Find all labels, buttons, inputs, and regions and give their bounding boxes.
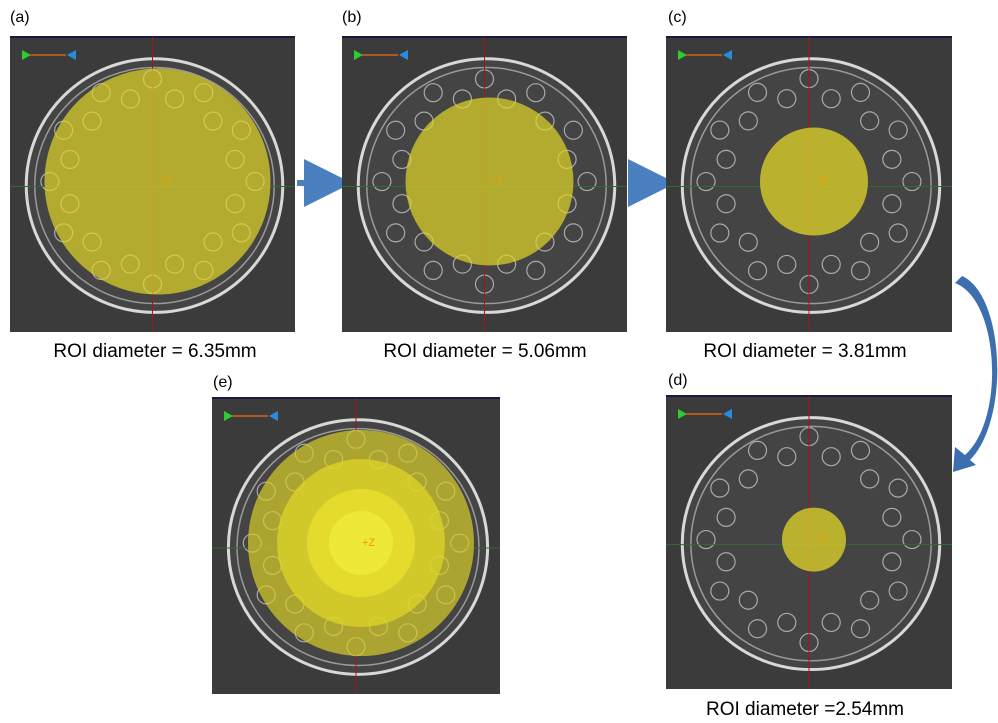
roi [782,508,846,572]
figure: +Z (a) ROI diameter = 6.35mm +Z (b) ROI diame… [0,0,998,723]
axis-marker: +Z [159,175,172,187]
panel: +Z [10,37,295,332]
panel: +Z [342,37,627,332]
roi [329,511,393,575]
roi [760,128,868,236]
panel: +Z [212,398,500,694]
caption: ROI diameter = 6.35mm [53,341,256,362]
roi [406,98,574,266]
axis-marker: +Z [491,175,504,187]
curved-arrow [953,276,997,472]
caption: ROI diameter = 5.06mm [383,341,586,362]
axis-marker: +Z [362,537,375,549]
panel-label: (b) [342,9,362,26]
axis-marker: +Z [815,175,828,187]
panel-label: (c) [668,9,687,26]
roi [45,69,271,295]
panel-label: (a) [10,9,30,26]
panel-label: (d) [668,372,688,389]
panel: +Z [666,396,952,689]
panel: +Z [666,37,952,332]
caption: ROI diameter =2.54mm [706,699,904,720]
panel-label: (e) [213,374,233,391]
axis-marker: +Z [815,533,828,545]
caption: ROI diameter = 3.81mm [703,341,906,362]
